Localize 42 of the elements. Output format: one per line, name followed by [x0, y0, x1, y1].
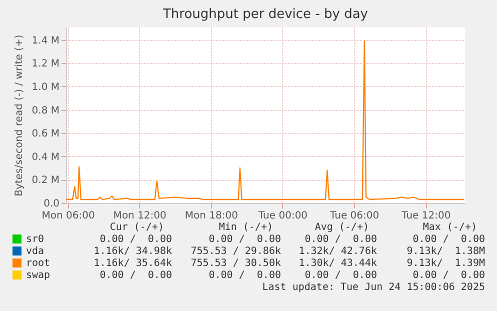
y-tick-label: 0.2 M: [32, 175, 60, 186]
text: 0.00 / 0.00: [412, 270, 485, 282]
text: Avg (-/+): [314, 222, 369, 234]
text: 0.00 / 0.00: [304, 270, 377, 282]
y-tick-label: 1.4 M: [32, 35, 60, 46]
x-tick-label: Tue 06:00: [329, 210, 380, 222]
legend-label: vda: [26, 246, 44, 257]
text: 1.30k/ 43.44k: [298, 258, 377, 270]
text: 0.00 / 0.00: [304, 234, 377, 246]
text: 1.16k/ 34.98k: [94, 246, 172, 258]
text: 9.13k/ 1.38M: [406, 246, 485, 258]
text: 1.32k/ 42.76k: [298, 246, 377, 258]
legend-label: root: [26, 258, 50, 269]
y-tick-label: 0.8 M: [32, 105, 60, 116]
y-tick-label: 0.4 M: [32, 152, 60, 163]
text: 0.00 / 0.00: [100, 234, 172, 246]
x-tick-label: Mon 12:00: [113, 210, 166, 222]
line-series: [65, 40, 464, 200]
text: Max (-/+): [422, 222, 477, 234]
text: Cur (-/+): [110, 222, 164, 234]
text: 755.53 / 29.86k: [190, 246, 281, 258]
text: 755.53 / 30.50k: [190, 258, 281, 270]
y-tick-label: 0.6 M: [32, 128, 60, 140]
chart-title: Throughput per device - by day: [162, 7, 368, 22]
y-axis-title: Bytes/second read (-) / write (+): [14, 34, 25, 196]
text: Last update: Tue Jun 24 15:00:06 2025: [262, 282, 485, 294]
legend-label: sr0: [26, 234, 44, 245]
text: Min (-/+): [218, 222, 273, 234]
y-tick-label: 1.0 M: [32, 82, 60, 93]
x-tick-label: Tue 12:00: [400, 210, 451, 222]
y-tick-label: 0.0: [44, 198, 60, 210]
x-tick-label: Mon 18:00: [184, 210, 238, 222]
text: 0.00 / 0.00: [208, 234, 281, 246]
text: 9.13k/ 1.39M: [406, 258, 485, 270]
text: 0.00 / 0.00: [100, 270, 172, 282]
text: 0.00 / 0.00: [412, 234, 485, 246]
x-tick-label: Mon 06:00: [42, 210, 95, 222]
text: 0.00 / 0.00: [208, 270, 281, 282]
text: 1.16k/ 35.64k: [94, 258, 172, 270]
y-tick-label: 1.2 M: [32, 58, 60, 70]
legend-label: swap: [26, 270, 50, 281]
x-tick-label: Tue 00:00: [257, 210, 308, 222]
